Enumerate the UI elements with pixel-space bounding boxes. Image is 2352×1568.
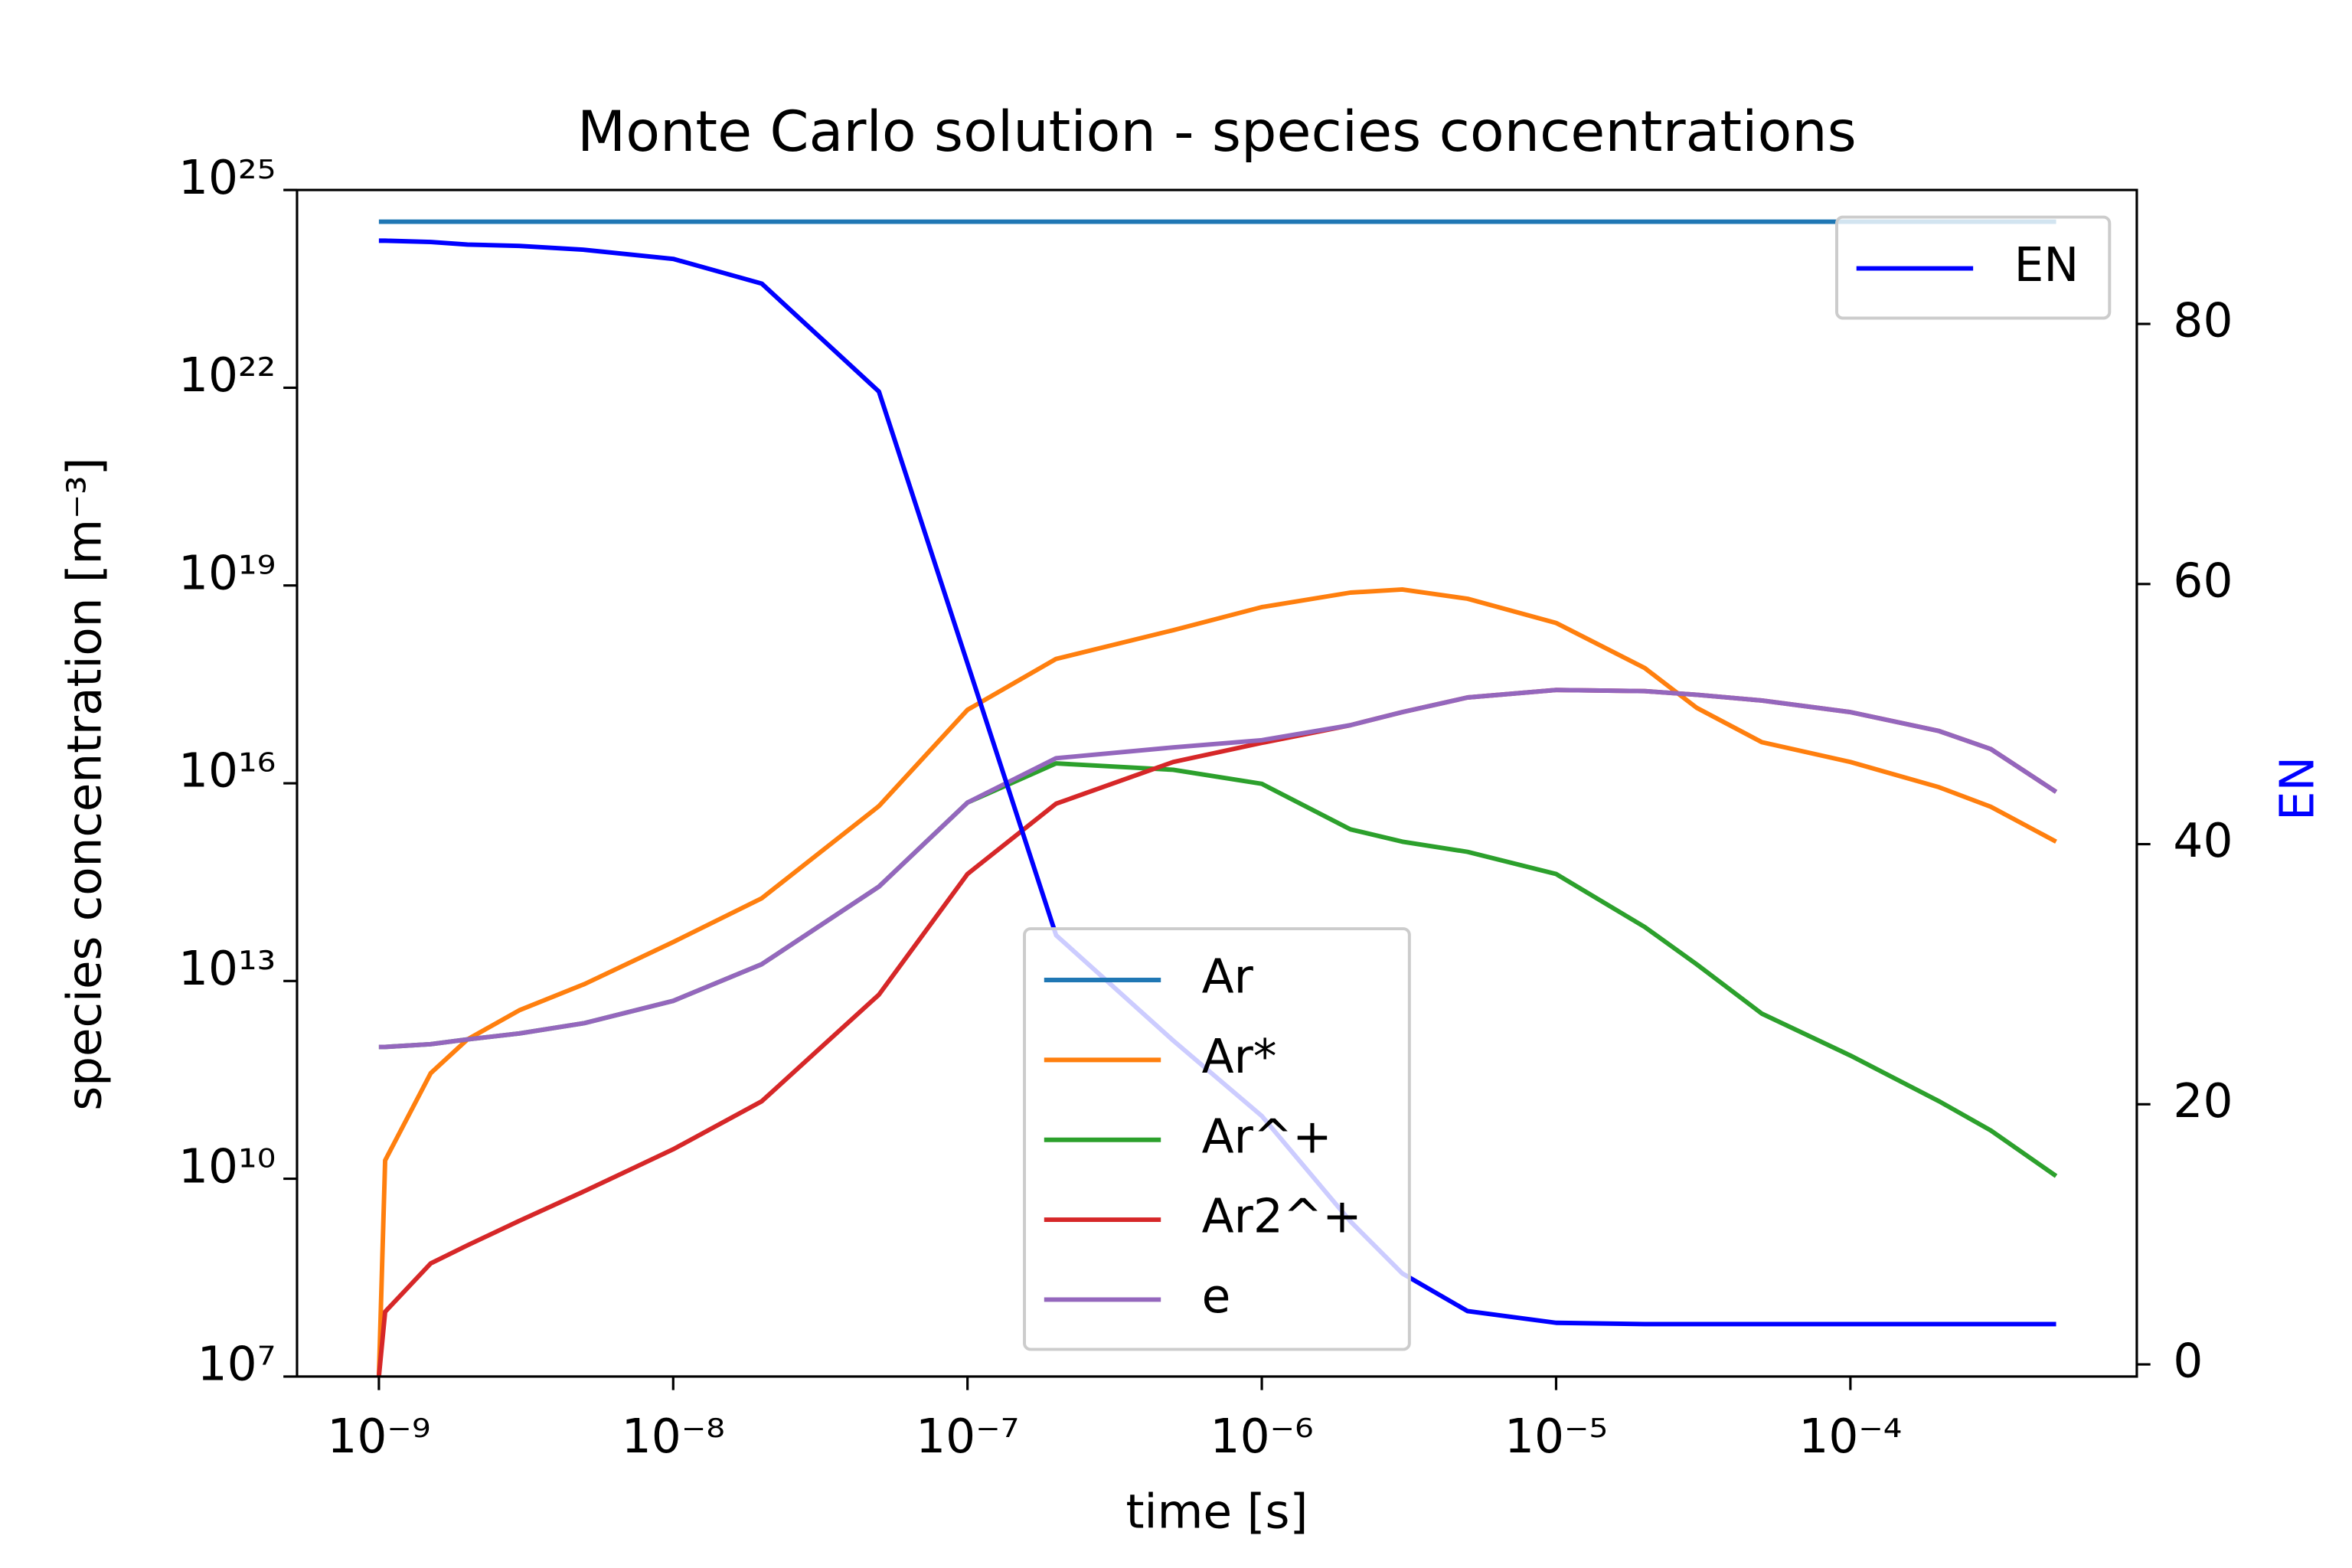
y-tick-label: 10¹³: [178, 942, 276, 996]
x-tick-label: 10⁻⁶: [1210, 1410, 1314, 1464]
x-tick-label: 10⁻⁹: [327, 1410, 430, 1464]
legend-label: EN: [2014, 238, 2079, 292]
series-line: [376, 586, 2057, 1377]
x-tick-label: 10⁻⁸: [622, 1410, 725, 1464]
x-axis-label: time [s]: [1125, 1485, 1308, 1540]
axes-frame: [296, 188, 2138, 1378]
y-tick-label: 10⁷: [198, 1338, 276, 1392]
y2-tick-label: 80: [2173, 294, 2233, 348]
y-tick-label: 10¹⁶: [178, 744, 276, 799]
x-tick-label: 10⁻⁵: [1504, 1410, 1608, 1464]
legend-label: Ar: [1202, 950, 1254, 1004]
series-line: [378, 688, 2058, 1050]
y2-tick-label: 0: [2173, 1334, 2203, 1389]
y2-tick-label: 20: [2173, 1074, 2233, 1129]
y2-tick-label: 60: [2173, 554, 2233, 609]
chart-title: Monte Carlo solution - species concentra…: [577, 100, 1857, 165]
legend-box: [1023, 927, 1411, 1351]
legend-label: Ar*: [1202, 1030, 1277, 1084]
y2-tick-label: 40: [2173, 814, 2233, 868]
y2-axis-label: EN: [2270, 756, 2324, 821]
x-tick-label: 10⁻⁴: [1798, 1410, 1902, 1464]
y-tick-label: 10¹⁹: [178, 547, 276, 601]
y-tick-label: 10²²: [178, 348, 276, 403]
y-tick-label: 10²⁵: [178, 151, 276, 205]
legend-label: e: [1202, 1269, 1231, 1324]
y-tick-label: 10¹⁰: [178, 1139, 276, 1194]
legend-label: Ar2^+: [1202, 1190, 1362, 1244]
x-tick-label: 10⁻⁷: [916, 1410, 1019, 1464]
y-axis-label: species concentration [m⁻³]: [57, 457, 112, 1110]
legend-label: Ar^+: [1202, 1109, 1332, 1164]
